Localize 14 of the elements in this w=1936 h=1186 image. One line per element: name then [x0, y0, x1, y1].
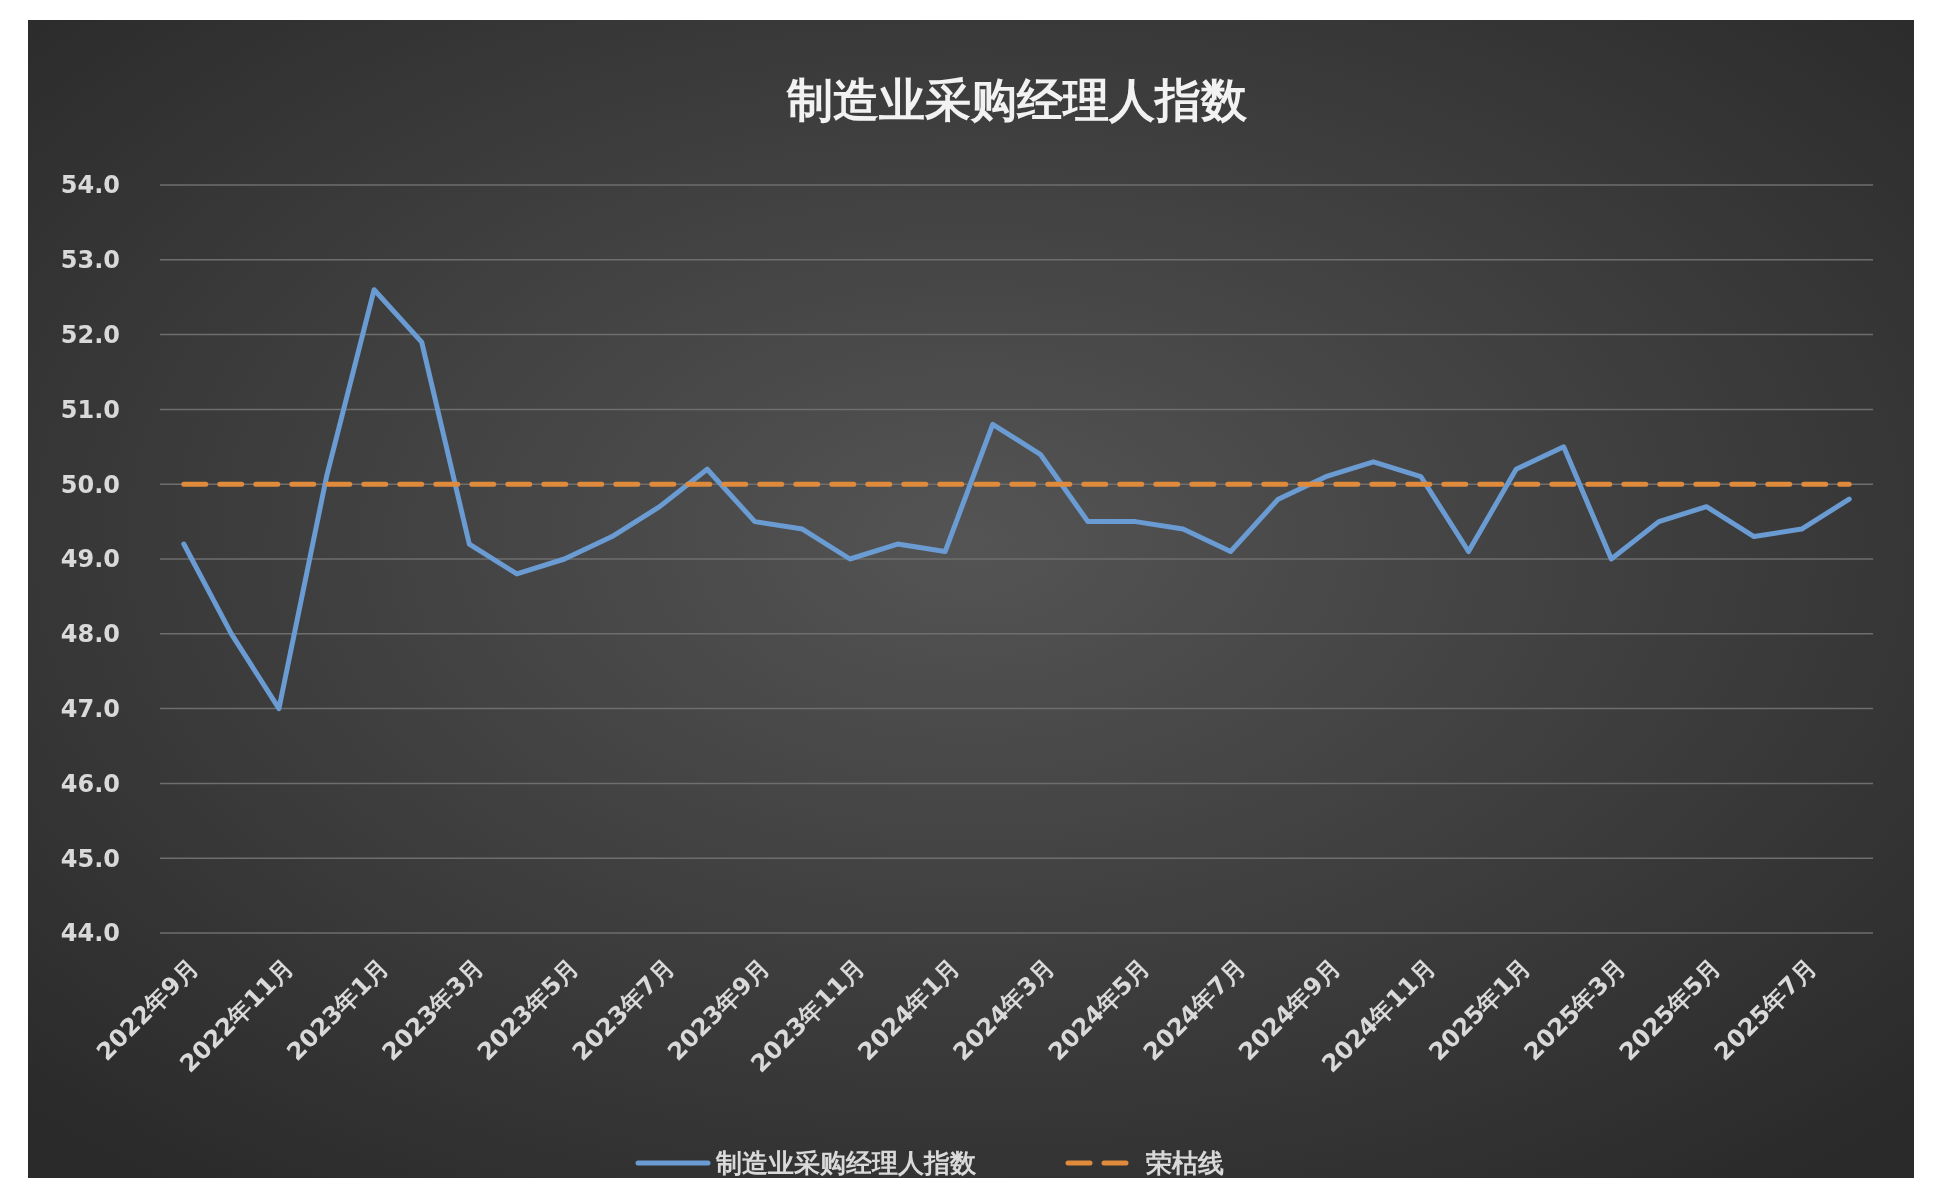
y-tick-label: 44.0: [60, 919, 120, 948]
legend-label: 制造业采购经理人指数: [715, 1148, 977, 1179]
y-tick-label: 45.0: [60, 844, 120, 873]
y-tick-label: 46.0: [60, 769, 120, 798]
y-tick-label: 47.0: [60, 695, 120, 723]
y-tick-label: 54.0: [60, 171, 120, 200]
legend-label: 荣枯线: [1145, 1148, 1224, 1179]
y-tick-label: 52.0: [60, 321, 120, 349]
chart-title: 制造业采购经理人指数: [785, 73, 1248, 127]
y-tick-label: 48.0: [60, 620, 120, 649]
y-tick-label: 53.0: [60, 246, 120, 275]
y-tick-label: 49.0: [60, 545, 120, 574]
y-tick-label: 50.0: [60, 470, 120, 499]
y-tick-label: 51.0: [60, 395, 120, 424]
